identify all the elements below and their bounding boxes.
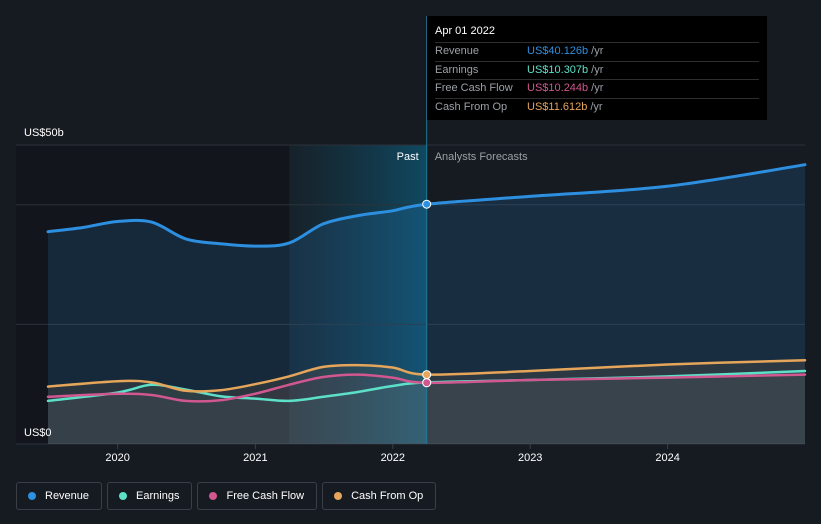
tooltip-row-revenue: Revenue US$40.126b /yr [435, 42, 759, 61]
tooltip-row-unit: /yr [591, 82, 604, 94]
tooltip-row-earnings: Earnings US$10.307b /yr [435, 60, 759, 80]
x-tick-label: 2020 [105, 452, 129, 464]
legend-label: Earnings [136, 490, 180, 502]
y-axis-bottom-label: US$0 [24, 427, 52, 439]
x-tick-label: 2022 [381, 452, 405, 464]
tooltip-row-cash-from-op: Cash From Op US$11.612b /yr [435, 97, 759, 117]
marker-cash-from-op [422, 370, 432, 380]
tooltip-row-value: US$10.244b [527, 82, 589, 94]
tooltip-row-unit: /yr [591, 45, 604, 57]
legend-item-revenue[interactable]: Revenue [16, 482, 103, 510]
legend-dot-icon [119, 492, 128, 500]
line-free-cash-flow [46, 373, 807, 403]
y-axis-top-label: US$50b [24, 127, 64, 139]
legend-item-free-cash-flow[interactable]: Free Cash Flow [197, 482, 318, 510]
marker-free-cash-flow [422, 378, 432, 388]
tooltip-row-unit: /yr [590, 100, 603, 113]
legend-dot-icon [28, 492, 36, 500]
gridlines [16, 144, 805, 445]
line-cash-from-op [46, 359, 807, 393]
tooltip-row-name: Revenue [435, 45, 480, 57]
x-tick-label: 2024 [655, 452, 679, 464]
legend-dot-icon [209, 492, 218, 500]
legend-item-earnings[interactable]: Earnings [107, 482, 193, 510]
line-revenue [46, 163, 807, 248]
tooltip-row-unit: /yr [591, 63, 604, 76]
tooltip-row-value: US$40.126b [527, 45, 589, 57]
tooltip: Apr 01 2022 Revenue US$40.126b /yr Earni… [427, 16, 767, 120]
forecast-label: Analysts Forecasts [435, 151, 528, 163]
series-lines [46, 163, 807, 403]
highlight-band [289, 145, 427, 444]
x-axis-ticks: 2020 2021 2022 2023 2024 [105, 444, 680, 464]
tooltip-row-value: US$11.612b [527, 100, 588, 113]
tooltip-row-name: Cash From Op [435, 100, 508, 113]
marker-revenue [422, 199, 432, 209]
legend-dot-icon [334, 492, 343, 500]
legend-label: Free Cash Flow [226, 490, 305, 502]
legend-item-cash-from-op[interactable]: Cash From Op [322, 482, 437, 510]
tooltip-date: Apr 01 2022 [435, 25, 495, 37]
past-label: Past [397, 151, 419, 163]
tooltip-row-value: US$10.307b [527, 63, 589, 76]
legend: Revenue Earnings Free Cash Flow Cash Fro… [16, 482, 437, 512]
x-tick-label: 2021 [243, 452, 267, 464]
tooltip-row-name: Free Cash Flow [435, 82, 513, 94]
tooltip-row-free-cash-flow: Free Cash Flow US$10.244b /yr [435, 79, 759, 98]
legend-label: Revenue [45, 490, 90, 502]
tooltip-markers [422, 199, 432, 388]
legend-label: Cash From Op [351, 490, 424, 502]
x-tick-label: 2023 [518, 452, 542, 464]
tooltip-row-name: Earnings [435, 63, 479, 76]
